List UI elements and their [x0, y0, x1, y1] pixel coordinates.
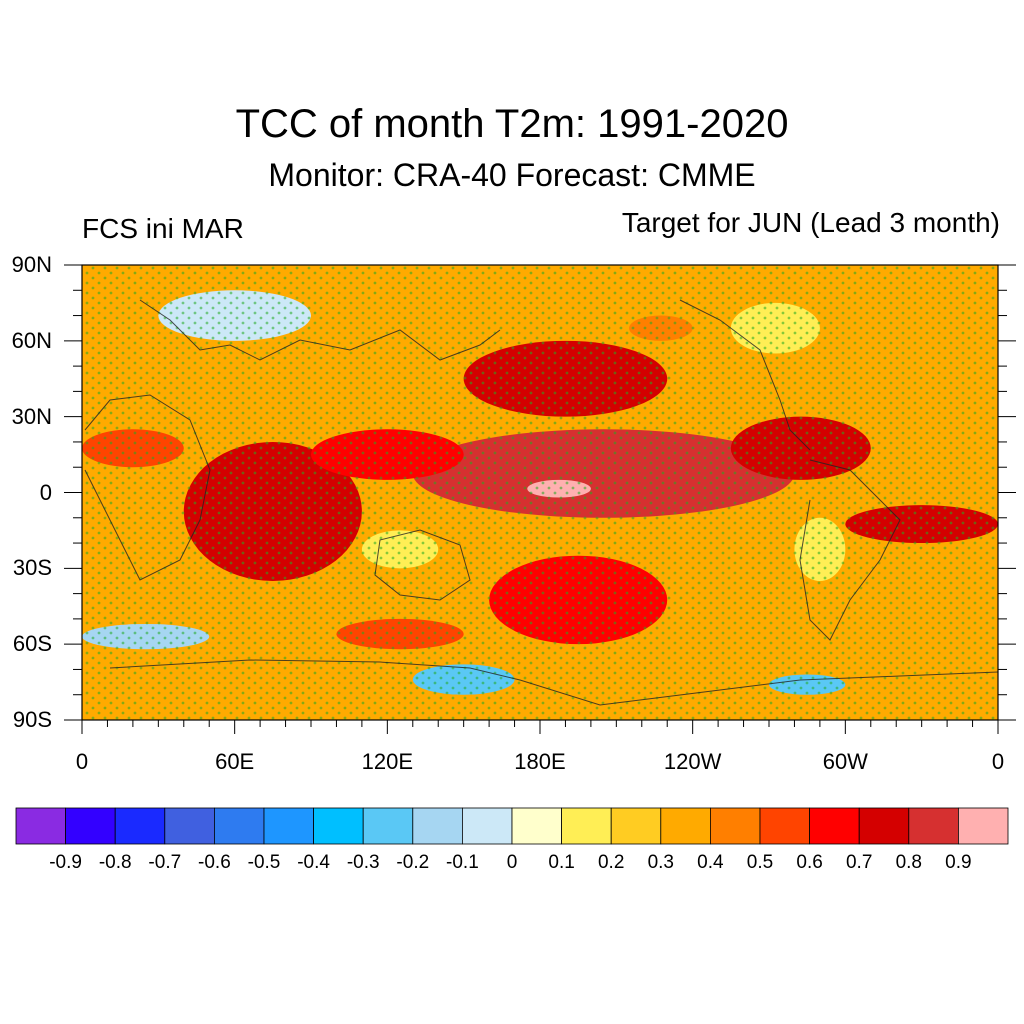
significance-dots	[82, 265, 998, 720]
colorbar-label: -0.2	[396, 852, 430, 873]
latitude-label: 0	[39, 479, 52, 505]
latitude-label: 30S	[12, 555, 52, 581]
africa-coast	[84, 394, 211, 581]
colorbar-label: 0.8	[895, 852, 922, 873]
latitude-label: 60S	[12, 631, 52, 657]
chart-subtitle: Monitor: CRA-40 Forecast: CMME	[268, 157, 756, 193]
australia-coast	[374, 529, 471, 601]
chart-title: TCC of month T2m: 1991-2020	[235, 102, 789, 146]
longitude-label: 0	[991, 749, 1005, 774]
colorbar-label: 0.3	[647, 852, 674, 873]
north-america-west-coast	[679, 299, 811, 451]
colorbar-swatch	[461, 807, 513, 845]
colorbar-swatch	[858, 807, 910, 845]
colorbar-label: -0.5	[247, 852, 281, 873]
colorbar-swatch	[958, 807, 1009, 845]
eurasia-north-coast	[139, 299, 501, 361]
colorbar-swatch	[610, 807, 662, 845]
colorbar-label: 0.5	[746, 852, 774, 873]
colorbar-label: -0.3	[346, 852, 380, 873]
colorbar-label: -0.7	[148, 852, 182, 873]
colorbar-label: 0.9	[945, 852, 972, 873]
latitude-label: 30N	[11, 403, 52, 429]
colorbar-swatch	[313, 807, 364, 845]
colorbar-swatch	[908, 807, 959, 845]
colorbar-swatch	[362, 807, 414, 845]
colorbar-label: 0.1	[548, 852, 575, 873]
colorbar-label: 0.7	[845, 852, 873, 873]
colorbar-swatch	[213, 807, 265, 845]
colorbar-swatch	[15, 807, 66, 845]
coastlines	[84, 299, 998, 706]
colorbar-label: 0.6	[796, 852, 823, 873]
longitude-label: 60W	[822, 749, 868, 774]
colorbar-label: -0.8	[98, 852, 132, 873]
antarctica-coast	[109, 659, 998, 706]
colorbar-swatch	[164, 807, 215, 845]
longitude-label: 120E	[361, 749, 414, 774]
longitude-label: 60E	[215, 749, 255, 774]
colorbar-label: -0.6	[198, 852, 231, 873]
initialization-label: FCS ini MAR	[82, 213, 244, 244]
axis-ticks	[64, 264, 1016, 734]
colorbar-swatch	[511, 807, 562, 845]
colorbar-swatch	[114, 807, 166, 845]
colorbar-label: -0.1	[446, 852, 479, 873]
south-america-coast	[799, 459, 901, 641]
colorbar-label: 0	[506, 852, 518, 873]
colorbar-swatch	[412, 807, 463, 845]
colorbar-label: 0.2	[597, 852, 625, 873]
colorbar-swatch	[65, 807, 116, 845]
latitude-label: 90S	[12, 707, 52, 732]
latitude-label: 60N	[11, 327, 52, 353]
colorbar-label: -0.9	[49, 852, 82, 873]
longitude-label: 180E	[514, 749, 566, 774]
longitude-label: 120W	[663, 749, 722, 774]
colorbar-label: -0.4	[297, 852, 330, 873]
longitude-label: 0	[75, 749, 89, 774]
colorbar-swatch	[809, 807, 860, 845]
colorbar-swatch	[561, 807, 612, 845]
latitude-label: 90N	[11, 252, 52, 277]
colorbar-label: 0.4	[697, 852, 724, 873]
colorbar-swatch	[263, 807, 314, 845]
target-label: Target for JUN (Lead 3 month)	[621, 207, 1000, 238]
colorbar-swatch	[759, 807, 810, 845]
colorbar-swatch	[660, 807, 711, 845]
colorbar-swatch	[710, 807, 761, 845]
